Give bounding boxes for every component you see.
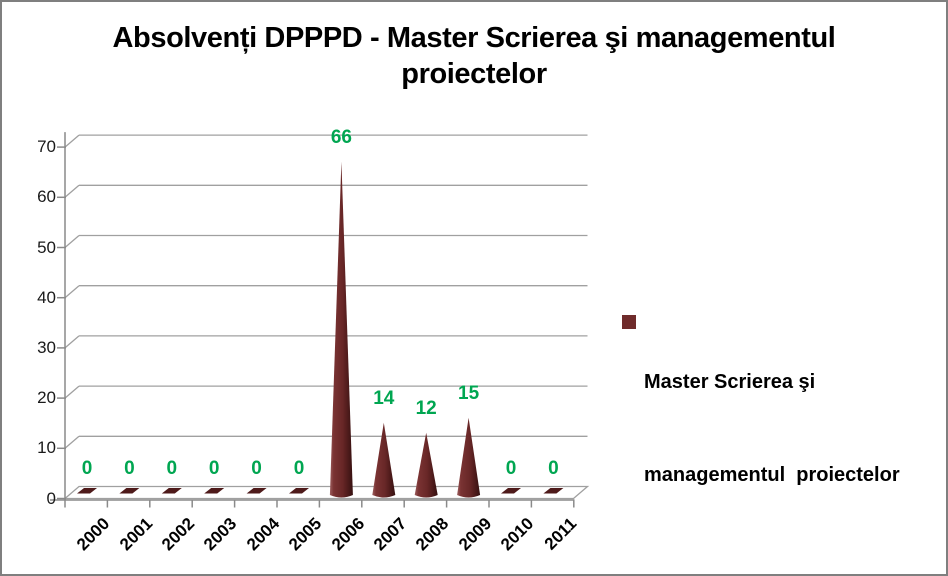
gridlines-layer [64, 134, 588, 449]
y-axis-label: 70 [37, 137, 56, 157]
y-axis-label: 10 [37, 438, 56, 458]
data-label: 0 [293, 458, 305, 479]
zero-marker [204, 488, 225, 494]
data-label: 0 [251, 458, 262, 479]
y-axis-label: 40 [37, 287, 56, 307]
axes-layer [50, 132, 575, 508]
data-label: 0 [505, 458, 517, 479]
data-label: 0 [166, 458, 178, 479]
zero-marker [289, 488, 309, 494]
zero-marker [77, 488, 97, 494]
zero-marker [246, 488, 267, 494]
data-label: 12 [415, 397, 437, 419]
y-axis-label: 20 [37, 388, 56, 408]
data-label: 0 [548, 458, 559, 479]
zero-marker [501, 488, 521, 494]
gridline-jog [64, 435, 80, 449]
y-axis-label: 60 [37, 187, 56, 207]
y-axis-label: 50 [37, 237, 56, 257]
legend-series-label: Master Scrierea şi managementul proiecte… [644, 305, 900, 553]
data-label: 0 [124, 458, 135, 479]
cone-bar [414, 432, 438, 498]
zero-marker [543, 488, 564, 494]
data-label: 15 [458, 382, 480, 404]
gridline-jog [64, 184, 80, 198]
gridline-jog [64, 235, 80, 248]
gridline-jog [64, 385, 80, 399]
zero-marker [161, 488, 182, 494]
data-label: 0 [208, 458, 220, 479]
legend-label-line2: managementul proiectelor [644, 464, 900, 486]
legend-label-line1: Master Scrierea şi [644, 371, 816, 393]
zero-marker [119, 488, 140, 494]
data-label: 66 [330, 126, 352, 148]
cone-bar [457, 417, 481, 498]
floor-layer [63, 485, 590, 500]
cone-bar [329, 161, 353, 498]
gridline-jog [64, 134, 80, 148]
gridline-jog [64, 285, 80, 299]
legend-marker-icon [622, 315, 636, 329]
data-label: 0 [81, 458, 93, 479]
gridline-jog [64, 335, 80, 349]
data-label: 14 [373, 387, 395, 409]
chart-title: Absolvenți DPPPD - Master Scrierea şi ma… [2, 20, 946, 92]
floor [63, 485, 590, 500]
chart-title-line1: Absolvenți DPPPD - Master Scrierea şi ma… [112, 22, 836, 54]
chart-title-line2: proiectelor [401, 58, 547, 90]
y-axis-label: 30 [37, 337, 56, 357]
legend: Master Scrierea şi managementul proiecte… [622, 305, 940, 553]
cone-bar [372, 422, 396, 498]
series-layer [77, 161, 564, 498]
y-axis-label: 0 [46, 488, 56, 508]
